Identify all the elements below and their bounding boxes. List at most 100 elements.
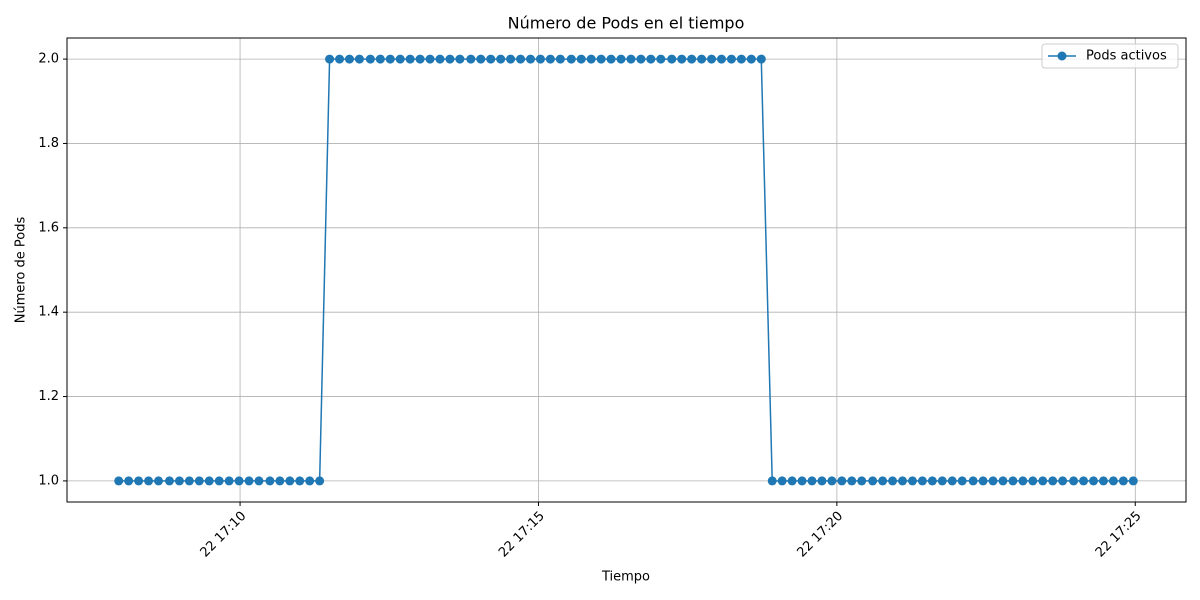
data-point: [496, 54, 506, 64]
data-point: [295, 476, 305, 486]
data-point: [354, 54, 364, 64]
y-axis-label: Número de Pods: [14, 217, 29, 324]
data-point: [124, 476, 134, 486]
data-point: [244, 476, 254, 486]
data-point: [947, 476, 957, 486]
data-point: [466, 54, 476, 64]
data-point: [405, 54, 415, 64]
data-point: [636, 54, 646, 64]
data-point: [506, 54, 516, 64]
data-point: [375, 54, 385, 64]
data-point: [626, 54, 636, 64]
y-tick-label: 1.8: [38, 136, 59, 151]
x-tick-label: 22 17:20: [794, 509, 846, 561]
chart-title: Número de Pods en el tiempo: [508, 14, 745, 33]
data-point: [545, 54, 555, 64]
data-point: [476, 54, 486, 64]
data-point: [305, 476, 315, 486]
data-point: [1088, 476, 1098, 486]
data-point: [898, 476, 908, 486]
data-point: [787, 476, 797, 486]
data-point: [164, 476, 174, 486]
x-axis-label: Tiempo: [601, 570, 650, 585]
data-point: [194, 476, 204, 486]
data-point: [1098, 476, 1108, 486]
data-point: [817, 476, 827, 486]
data-point: [365, 54, 375, 64]
data-point: [344, 54, 354, 64]
data-point: [697, 54, 707, 64]
data-point: [234, 476, 244, 486]
data-point: [415, 54, 425, 64]
data-point: [767, 476, 777, 486]
data-point: [707, 54, 717, 64]
data-point: [677, 54, 687, 64]
data-point: [667, 54, 677, 64]
data-point: [445, 54, 455, 64]
x-tick-label: 22 17:10: [198, 509, 250, 561]
data-point: [978, 476, 988, 486]
data-point: [878, 476, 888, 486]
data-point: [1128, 476, 1138, 486]
data-point: [857, 476, 867, 486]
data-point: [395, 54, 405, 64]
data-point: [516, 54, 526, 64]
data-point: [656, 54, 666, 64]
plot-frame: [66, 37, 1187, 503]
data-point: [275, 476, 285, 486]
data-point: [616, 54, 626, 64]
data-point: [335, 54, 345, 64]
data-point: [847, 476, 857, 486]
series-line: [118, 58, 1134, 482]
data-point: [827, 476, 837, 486]
data-point: [606, 54, 616, 64]
data-point: [224, 476, 234, 486]
data-point: [1108, 476, 1118, 486]
data-point: [455, 54, 465, 64]
data-point: [1048, 476, 1058, 486]
y-tick-label: 1.0: [38, 473, 59, 488]
data-point: [917, 476, 927, 486]
data-point: [1038, 476, 1048, 486]
data-point: [746, 54, 756, 64]
data-point: [837, 476, 847, 486]
data-point: [756, 54, 766, 64]
data-point: [777, 476, 787, 486]
data-point: [325, 54, 335, 64]
data-point: [937, 476, 947, 486]
data-point: [1118, 476, 1128, 486]
data-point: [254, 476, 264, 486]
data-point: [716, 54, 726, 64]
data-point: [555, 54, 565, 64]
data-point: [1028, 476, 1038, 486]
data-point: [204, 476, 214, 486]
data-point: [1008, 476, 1018, 486]
data-point: [927, 476, 937, 486]
data-point: [315, 476, 325, 486]
data-point: [907, 476, 917, 486]
data-point: [566, 54, 576, 64]
data-point: [998, 476, 1008, 486]
data-point: [385, 54, 395, 64]
data-point: [957, 476, 967, 486]
legend-box: [1041, 43, 1179, 69]
data-point: [184, 476, 194, 486]
data-point: [214, 476, 224, 486]
data-point: [535, 54, 545, 64]
data-point: [797, 476, 807, 486]
data-point: [1069, 476, 1079, 486]
data-point: [968, 476, 978, 486]
data-point: [687, 54, 697, 64]
legend: Pods activos: [1041, 43, 1179, 69]
y-tick-label: 1.4: [38, 305, 59, 320]
y-tick-label: 1.2: [38, 389, 59, 404]
data-point: [596, 54, 606, 64]
data-point: [988, 476, 998, 486]
x-tick-label: 22 17:25: [1093, 509, 1145, 561]
x-tick-label: 22 17:15: [496, 509, 548, 561]
data-point: [576, 54, 586, 64]
data-point: [174, 476, 184, 486]
y-tick-label: 2.0: [38, 52, 59, 67]
data-point: [526, 54, 536, 64]
